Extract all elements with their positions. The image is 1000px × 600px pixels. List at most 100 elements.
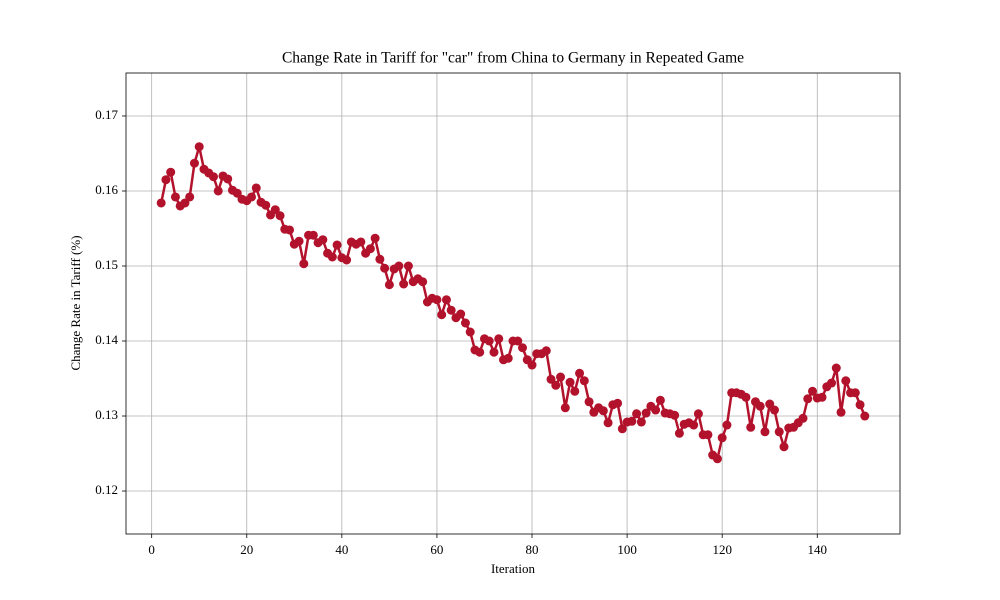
data-point <box>437 310 447 320</box>
x-tick-label: 40 <box>335 542 348 557</box>
data-point <box>755 401 765 411</box>
y-axis-label: Change Rate in Tariff (%) <box>68 235 83 370</box>
data-point <box>342 255 352 265</box>
data-point <box>370 233 380 243</box>
plot-frame <box>125 72 901 535</box>
data-point <box>556 372 566 382</box>
data-point <box>603 418 613 428</box>
data-point <box>185 192 195 202</box>
data-point <box>261 200 271 210</box>
data-point <box>156 198 166 208</box>
data-point <box>294 236 304 246</box>
data-point <box>779 442 789 452</box>
data-point <box>584 397 594 407</box>
data-point <box>741 392 751 402</box>
data-point <box>808 386 818 396</box>
data-point <box>180 198 190 208</box>
data-point <box>194 142 204 152</box>
data-point <box>441 295 451 305</box>
data-point <box>717 433 727 443</box>
data-point <box>613 398 623 408</box>
data-point <box>213 186 223 196</box>
data-point <box>860 411 870 421</box>
data-point <box>703 430 713 440</box>
data-point <box>456 309 466 319</box>
data-point <box>399 279 409 289</box>
data-point <box>817 392 827 402</box>
data-point <box>475 347 485 357</box>
data-point <box>774 427 784 437</box>
data-point <box>674 428 684 438</box>
data-point <box>803 394 813 404</box>
x-tick-label: 140 <box>808 542 828 557</box>
data-point <box>712 454 722 464</box>
data-point <box>627 416 637 426</box>
data-point <box>617 424 627 434</box>
data-point <box>166 167 176 177</box>
data-point <box>598 406 608 416</box>
data-point <box>831 363 841 373</box>
data-point <box>551 380 561 390</box>
x-tick-label: 120 <box>712 542 732 557</box>
chart-title: Change Rate in Tariff for "car" from Chi… <box>282 50 744 67</box>
y-tick-label: 0.17 <box>95 107 118 122</box>
data-point <box>380 263 390 273</box>
data-point <box>270 205 280 215</box>
data-point <box>722 420 732 430</box>
data-point <box>855 400 865 410</box>
data-point <box>760 427 770 437</box>
data-point <box>251 183 261 193</box>
y-tick-label: 0.12 <box>95 482 118 497</box>
data-point <box>432 295 442 305</box>
data-point <box>670 410 680 420</box>
data-point <box>651 405 661 415</box>
data-point <box>484 336 494 346</box>
data-point <box>365 244 375 254</box>
x-axis-label: Iteration <box>491 561 536 576</box>
x-tick-label: 100 <box>617 542 637 557</box>
data-point <box>513 336 523 346</box>
data-point <box>189 158 199 168</box>
data-point <box>465 327 475 337</box>
data-point <box>689 420 699 430</box>
data-point <box>575 368 585 378</box>
data-point <box>570 386 580 396</box>
data-point <box>836 407 846 417</box>
data-point <box>247 192 257 202</box>
data-point <box>827 378 837 388</box>
x-tick-label: 0 <box>148 542 155 557</box>
data-point <box>632 409 642 419</box>
data-point <box>579 376 589 386</box>
x-tick-label: 20 <box>240 542 253 557</box>
data-point <box>798 413 808 423</box>
data-point <box>223 174 233 184</box>
data-point <box>565 377 575 387</box>
data-point <box>375 254 385 264</box>
data-point <box>489 347 499 357</box>
y-tick-label: 0.15 <box>95 257 118 272</box>
data-point <box>356 237 366 247</box>
y-tick-label: 0.16 <box>95 182 118 197</box>
data-point <box>850 388 860 398</box>
data-point <box>161 175 171 185</box>
data-point <box>403 261 413 271</box>
data-point <box>332 240 342 250</box>
data-point <box>765 399 775 409</box>
data-point <box>275 211 285 221</box>
data-point <box>318 235 328 245</box>
data-point <box>546 374 556 384</box>
data-point <box>299 259 309 269</box>
data-point <box>460 318 470 328</box>
data-point <box>641 408 651 418</box>
data-point <box>769 405 779 415</box>
data-point <box>308 230 318 240</box>
data-point <box>285 225 295 235</box>
data-point <box>394 261 404 271</box>
data-point <box>208 172 218 182</box>
data-point <box>527 360 537 370</box>
data-point <box>518 343 528 353</box>
data-point <box>693 409 703 419</box>
data-point <box>446 305 456 315</box>
data-point <box>494 334 504 344</box>
